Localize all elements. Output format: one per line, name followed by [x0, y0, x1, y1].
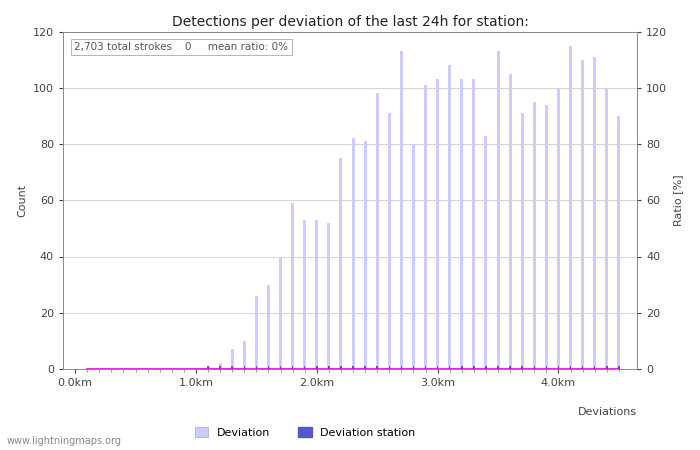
Bar — [328, 223, 330, 369]
Text: www.lightningmaps.org: www.lightningmaps.org — [7, 436, 122, 446]
Bar — [267, 284, 270, 369]
Bar — [436, 79, 439, 369]
Bar — [292, 366, 293, 369]
Bar — [219, 366, 220, 369]
Bar — [291, 203, 294, 369]
Bar — [207, 366, 209, 369]
Bar — [606, 366, 608, 369]
Bar — [364, 366, 366, 369]
Bar — [557, 88, 560, 369]
Bar — [243, 341, 246, 369]
Bar — [424, 85, 427, 369]
Bar — [218, 363, 222, 369]
Bar — [363, 141, 367, 369]
Bar — [545, 366, 547, 369]
Bar — [400, 51, 403, 369]
Bar — [244, 366, 245, 369]
Bar — [545, 105, 548, 369]
Bar — [473, 79, 475, 369]
Bar — [606, 88, 608, 369]
Bar — [351, 139, 354, 369]
Bar — [581, 59, 584, 369]
Bar — [340, 366, 342, 369]
Bar — [533, 366, 535, 369]
Bar — [425, 366, 426, 369]
Bar — [449, 366, 451, 369]
Title: Detections per deviation of the last 24h for station:: Detections per deviation of the last 24h… — [172, 15, 528, 29]
Y-axis label: Count: Count — [18, 184, 27, 217]
Bar — [316, 366, 318, 369]
Bar — [304, 366, 305, 369]
Bar — [388, 113, 391, 369]
Bar — [582, 366, 583, 369]
Bar — [485, 366, 486, 369]
Bar — [231, 349, 234, 369]
Bar — [496, 51, 500, 369]
Bar — [377, 366, 378, 369]
Bar — [521, 113, 524, 369]
Bar — [594, 366, 596, 369]
Bar — [569, 45, 572, 369]
Bar — [303, 220, 306, 369]
Bar — [256, 366, 257, 369]
Bar — [280, 366, 281, 369]
Bar — [279, 256, 282, 369]
Bar — [617, 116, 620, 369]
Bar — [267, 366, 270, 369]
Text: Deviations: Deviations — [578, 407, 637, 417]
Bar — [593, 57, 596, 369]
Bar — [437, 366, 438, 369]
Bar — [448, 65, 452, 369]
Bar — [413, 366, 414, 369]
Bar — [315, 220, 318, 369]
Bar — [389, 366, 390, 369]
Bar — [484, 135, 487, 369]
Bar — [412, 144, 415, 369]
Bar — [558, 366, 559, 369]
Bar — [206, 366, 209, 369]
Bar — [533, 102, 536, 369]
Text: 2,703 total strokes    0     mean ratio: 0%: 2,703 total strokes 0 mean ratio: 0% — [74, 42, 288, 52]
Y-axis label: Ratio [%]: Ratio [%] — [673, 175, 682, 226]
Bar — [376, 94, 379, 369]
Bar — [473, 366, 475, 369]
Bar — [461, 79, 463, 369]
Bar — [570, 366, 571, 369]
Bar — [400, 366, 402, 369]
Bar — [255, 296, 258, 369]
Bar — [509, 74, 512, 369]
Bar — [618, 366, 620, 369]
Bar — [352, 366, 354, 369]
Bar — [510, 366, 511, 369]
Bar — [328, 366, 330, 369]
Bar — [522, 366, 523, 369]
Bar — [340, 158, 342, 369]
Bar — [461, 366, 463, 369]
Bar — [497, 366, 499, 369]
Bar — [232, 366, 233, 369]
